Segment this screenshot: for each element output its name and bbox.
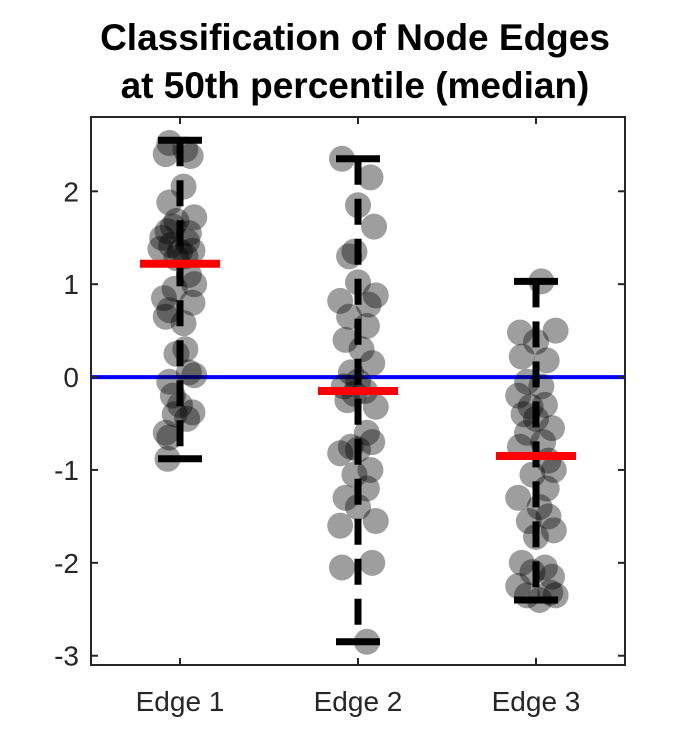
data-point [533,347,560,374]
data-point [539,563,566,590]
data-point [508,549,535,576]
data-point [505,573,532,600]
data-point [152,141,179,168]
data-point [179,399,206,426]
data-point [362,508,389,535]
x-tick-label: Edge 2 [314,686,403,717]
data-point [156,189,183,216]
data-point [179,237,206,264]
data-point [152,419,179,446]
y-tick-label: 2 [63,176,79,207]
y-tick-label: -2 [54,548,79,579]
chart-title: Classification of Node Edges at 50th per… [0,14,690,110]
data-point [152,303,179,330]
y-tick-label: -3 [54,641,79,672]
data-point [154,218,181,245]
data-point [542,317,569,344]
y-tick-label: 0 [63,362,79,393]
data-point [345,494,371,521]
x-tick-label: Edge 1 [136,686,225,717]
data-point [181,204,208,231]
data-point [181,271,208,298]
data-point [170,310,197,337]
data-point [156,424,183,451]
data-point [167,238,193,265]
whisker-layer [158,136,558,646]
median-layer [140,259,576,461]
data-point [357,164,384,191]
data-point [332,484,359,511]
data-point [359,549,386,576]
data-point [362,282,389,309]
data-point [540,456,567,483]
data-point [510,401,537,428]
data-point [505,484,532,511]
data-point [535,503,562,530]
data-point [147,235,174,262]
data-point [359,429,386,456]
data-point [506,319,533,346]
data-point [156,368,183,395]
data-point [156,297,183,324]
data-point [181,362,208,389]
chart-title-line-2: at 50th percentile (median) [120,65,590,106]
data-point [533,475,560,502]
axis-layer: -3 -2 -1 0 1 2 Edge 1 Edge 2 Edge 3 [54,117,625,717]
data-point [361,213,388,240]
data-point [539,415,566,442]
data-point [519,461,546,488]
data-point [327,287,354,314]
data-point [508,343,535,370]
data-point [149,224,176,251]
points-layer [147,130,569,655]
data-point [542,582,569,609]
data-point [328,554,355,581]
data-point [357,456,384,483]
data-point [359,350,386,377]
data-point [355,291,382,318]
data-point [327,512,354,539]
data-point [540,517,567,544]
x-tick-label: Edge 3 [492,686,581,717]
data-point [362,393,389,420]
data-point [177,143,204,170]
data-point [327,440,354,467]
y-tick-label: -1 [54,455,79,486]
data-point [505,382,532,409]
data-point [150,285,177,312]
data-point [179,289,206,316]
chart-title-line-1: Classification of Node Edges [100,17,610,58]
data-point [332,326,359,353]
y-tick-label: 1 [63,269,79,300]
